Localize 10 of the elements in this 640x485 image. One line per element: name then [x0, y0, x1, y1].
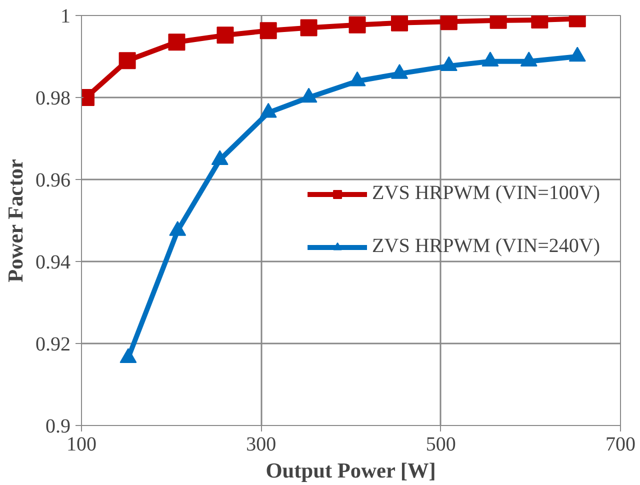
y-tick-label: 0.92: [36, 334, 70, 356]
y-tick-label: 0.98: [36, 88, 70, 110]
x-tick-label: 300: [246, 434, 276, 456]
y-tick-label: 0.96: [36, 170, 70, 192]
x-axis-title: Output Power [W]: [266, 458, 436, 482]
y-tick-label: 1: [60, 6, 70, 28]
y-axis-title: Power Factor: [4, 158, 28, 282]
x-tick-label: 500: [426, 434, 456, 456]
y-tick-label: 0.94: [36, 252, 70, 274]
x-tick-label: 700: [606, 434, 636, 456]
